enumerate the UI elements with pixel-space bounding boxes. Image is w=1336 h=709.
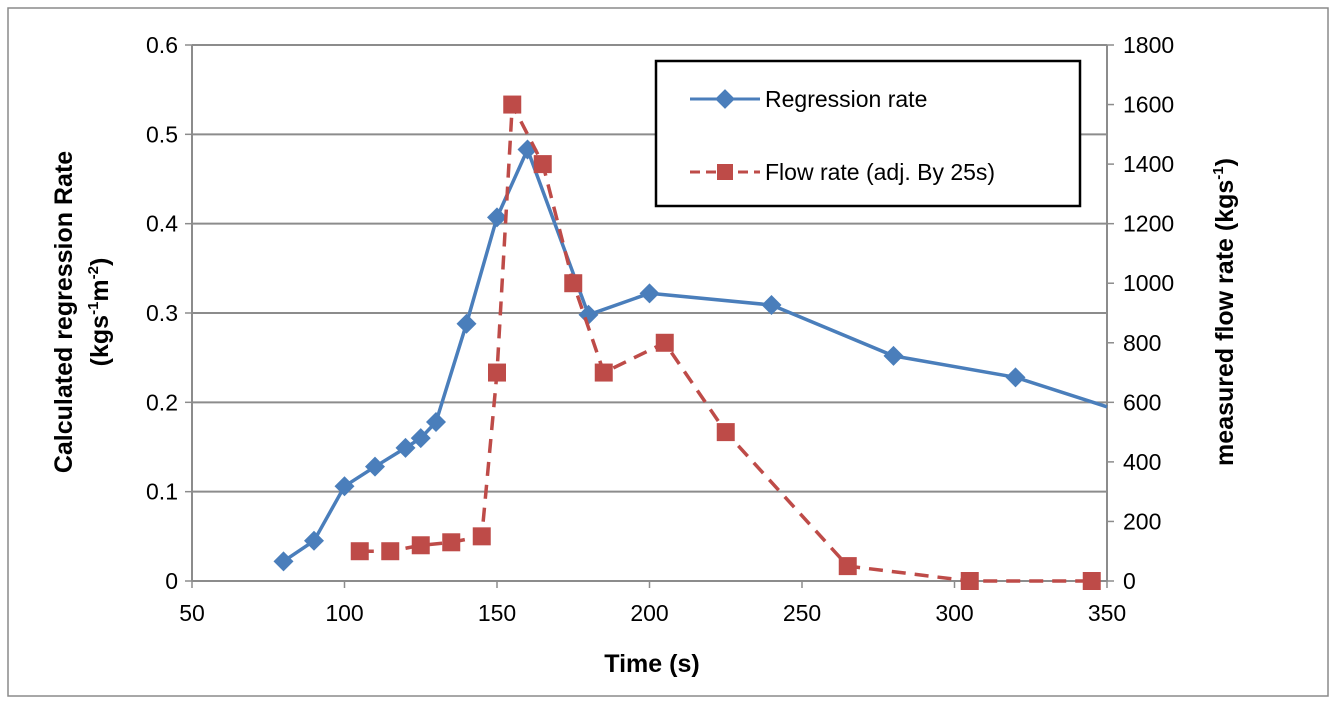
- x-tick-label: 150: [478, 600, 516, 626]
- y-left-title-prefix: (kgs: [86, 315, 114, 366]
- flow-point: [838, 557, 857, 576]
- y-left-tick-label: 0: [165, 568, 178, 594]
- y-left-tick-label: 0.4: [146, 211, 178, 237]
- x-tick-label: 300: [935, 600, 973, 626]
- y-left-tick-label: 0.2: [146, 389, 178, 415]
- x-tick-label: 100: [325, 600, 363, 626]
- y-right-tick-label: 200: [1123, 508, 1161, 534]
- regression-point: [639, 283, 660, 304]
- y-right-tick-label: 0: [1123, 568, 1136, 594]
- y-right-tick-label: 1800: [1123, 32, 1174, 58]
- y-right-title-sup: -1: [1210, 166, 1227, 179]
- y-left-title-sup1: -1: [85, 302, 102, 315]
- flow-point: [503, 95, 522, 114]
- y-right-tick-label: 1600: [1123, 92, 1174, 118]
- flow-point: [472, 527, 491, 546]
- y-right-tick-label: 1000: [1123, 270, 1174, 296]
- flow-point: [381, 542, 400, 561]
- flow-point: [488, 363, 506, 382]
- x-tick-label: 200: [630, 600, 668, 626]
- flow-point: [1082, 572, 1101, 590]
- y-right-tick-label: 400: [1123, 449, 1161, 475]
- y-left-title-sup2: -2: [85, 266, 102, 279]
- y-left-tick-label: 0.3: [146, 300, 178, 326]
- y-left-tick-label: 0.5: [146, 121, 178, 147]
- y-right-tick-label: 600: [1123, 389, 1161, 415]
- regression-point: [578, 304, 599, 325]
- flow-point: [716, 423, 735, 442]
- legend-marker-flow: [717, 164, 733, 180]
- flow-point: [594, 363, 613, 382]
- y-left-axis-title: Calculated regression Rate (kgs-1m-2): [50, 151, 114, 473]
- flow-point: [655, 333, 674, 352]
- regression-point: [487, 207, 507, 228]
- y-left-title-line2: (kgs-1m-2): [85, 258, 114, 367]
- regression-point: [761, 294, 782, 315]
- regression-point: [456, 313, 477, 334]
- series-layer: [273, 95, 1108, 590]
- flow-point: [350, 542, 369, 561]
- y-right-tick-label: 1200: [1123, 211, 1174, 237]
- x-tick-label: 50: [179, 600, 205, 626]
- y-left-title-mid: m: [86, 279, 114, 301]
- regression-point: [334, 476, 355, 497]
- labels-layer: 0 0.1 0.2 0.3 0.4 0.5 0.6 0 200 400 600 800 1000 1200…: [146, 32, 1174, 626]
- legend-item-regression: Regression rate: [690, 86, 927, 112]
- legend-box: [654, 59, 1082, 208]
- flow-point: [442, 533, 461, 552]
- regression-point: [1005, 367, 1026, 388]
- series-line-0: [282, 147, 1108, 563]
- y-right-tick-label: 800: [1123, 330, 1161, 356]
- y-left-tick-label: 0.6: [146, 32, 178, 58]
- y-left-tick-label: 0.1: [146, 479, 178, 505]
- y-right-tick-label: 1400: [1123, 151, 1174, 177]
- regression-point: [273, 551, 294, 572]
- y-left-title-suffix: ): [86, 258, 114, 266]
- legend-item-flow: Flow rate (adj. By 25s): [690, 159, 995, 185]
- flow-point: [564, 274, 583, 293]
- regression-point: [395, 437, 416, 458]
- axes-layer: [185, 44, 1114, 588]
- flow-point: [411, 536, 430, 555]
- regression-point: [365, 456, 385, 477]
- legend: Regression rate Flow rate (adj. By 25s): [654, 59, 1082, 208]
- x-tick-label: 350: [1088, 600, 1126, 626]
- flow-point: [533, 155, 552, 174]
- x-axis-title: Time (s): [604, 650, 699, 678]
- regression-point: [883, 345, 904, 366]
- regression-point: [410, 428, 431, 449]
- x-tick-label: 250: [783, 600, 821, 626]
- y-left-title-line1: Calculated regression Rate: [50, 151, 78, 473]
- legend-label-flow: Flow rate (adj. By 25s): [765, 159, 995, 185]
- regression-point: [426, 411, 446, 432]
- y-right-title-prefix: measured flow rate (kgs: [1211, 180, 1239, 466]
- y-right-title-text: measured flow rate (kgs-1): [1210, 158, 1239, 466]
- regression-point: [304, 530, 324, 551]
- y-right-axis-title: measured flow rate (kgs-1): [1210, 158, 1239, 466]
- flow-point: [960, 572, 979, 590]
- legend-label-regression: Regression rate: [765, 86, 927, 112]
